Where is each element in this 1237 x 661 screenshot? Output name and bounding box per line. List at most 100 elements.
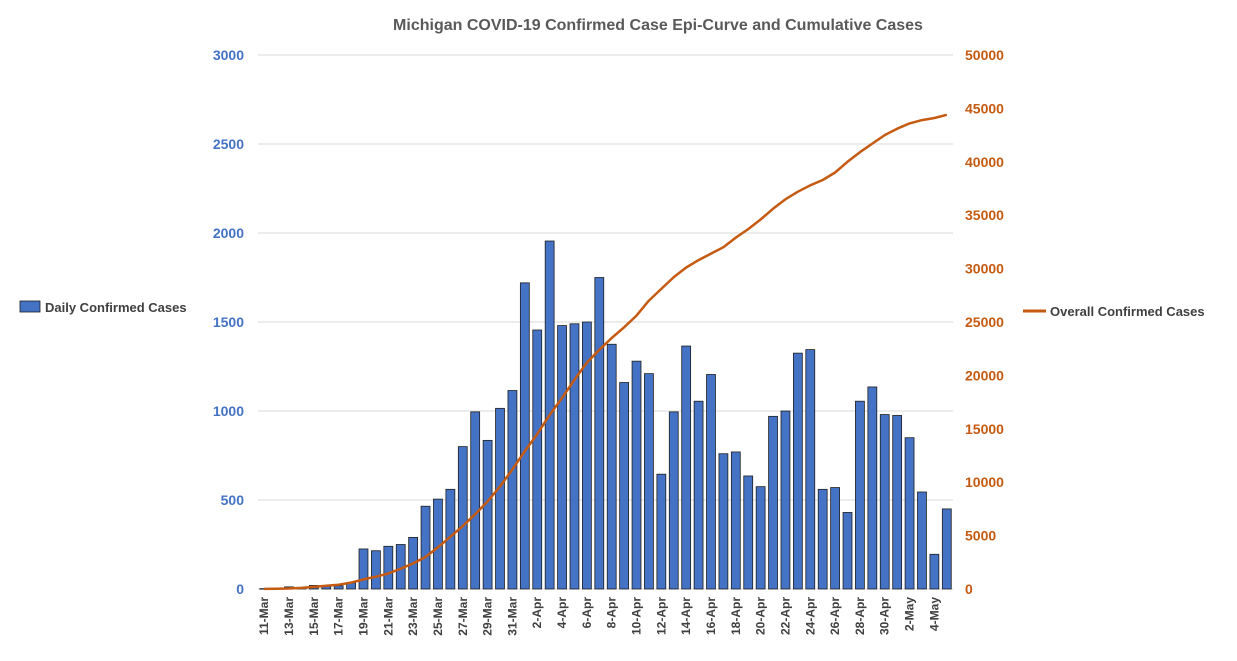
bar — [780, 410, 791, 590]
bar — [532, 329, 543, 590]
bar — [730, 451, 741, 590]
bar — [656, 473, 667, 590]
legend-swatch-bar — [19, 300, 41, 313]
x-tick-label: 6-Apr — [580, 597, 594, 629]
right-tick-label: 40000 — [965, 154, 1004, 170]
right-tick-label: 25000 — [965, 314, 1004, 330]
bar — [371, 550, 381, 590]
x-tick-label: 21-Mar — [381, 597, 395, 636]
bar — [358, 548, 369, 590]
x-tick-label: 16-Apr — [704, 597, 718, 635]
x-tick-label: 20-Apr — [754, 597, 768, 635]
bar — [830, 487, 840, 590]
x-tick-label: 23-Mar — [406, 597, 420, 636]
right-tick-label: 20000 — [965, 367, 1004, 383]
left-tick-label: 2500 — [213, 136, 244, 152]
x-tick-label: 2-May — [903, 597, 917, 631]
right-tick-label: 10000 — [965, 474, 1004, 490]
bar — [892, 415, 903, 590]
bar — [805, 349, 816, 590]
x-tick-label: 28-Apr — [853, 597, 867, 635]
right-tick-label: 35000 — [965, 207, 1004, 223]
bar — [420, 505, 431, 590]
chart-title: Michigan COVID-19 Confirmed Case Epi-Cur… — [393, 17, 923, 34]
bar — [668, 411, 679, 590]
legend-daily-cases: Daily Confirmed Cases — [19, 300, 187, 315]
bar — [867, 386, 878, 590]
bar — [619, 382, 629, 590]
right-tick-label: 15000 — [965, 421, 1004, 437]
x-tick-label: 18-Apr — [729, 597, 743, 635]
bar — [557, 325, 567, 590]
right-axis-ticks: 0 5000 10000 15000 20000 25000 30000 35000 40000… — [965, 47, 1004, 597]
right-tick-label: 45000 — [965, 100, 1004, 116]
x-tick-label: 24-Apr — [803, 597, 817, 635]
gridlines — [258, 54, 953, 590]
x-tick-label: 2-Apr — [530, 597, 544, 629]
bar — [594, 277, 605, 590]
x-tick-label: 4-Apr — [555, 597, 569, 629]
legend-label-daily-cases: Daily Confirmed Cases — [45, 300, 187, 315]
bar — [879, 414, 890, 590]
x-tick-label: 8-Apr — [605, 597, 619, 629]
line-series — [264, 113, 948, 591]
left-tick-label: 0 — [236, 581, 244, 597]
x-tick-label: 11-Mar — [257, 597, 271, 635]
x-tick-label: 30-Apr — [878, 597, 892, 635]
bar — [457, 446, 468, 590]
bar — [743, 475, 754, 590]
right-tick-label: 0 — [965, 581, 973, 597]
legend-overall-cases: Overall Confirmed Cases — [1023, 304, 1205, 319]
right-tick-label: 30000 — [965, 261, 1004, 277]
bar — [718, 453, 729, 590]
x-tick-label: 15-Mar — [307, 597, 321, 636]
bar — [842, 512, 853, 590]
bar — [482, 439, 493, 590]
left-tick-label: 2000 — [213, 225, 244, 241]
bar — [904, 437, 915, 590]
bar — [929, 553, 940, 590]
bar — [817, 488, 828, 590]
bar — [470, 411, 481, 590]
x-tick-label: 14-Apr — [679, 597, 693, 635]
bar — [792, 352, 803, 590]
x-tick-label: 13-Mar — [282, 597, 296, 636]
bar — [606, 343, 617, 590]
left-tick-label: 1000 — [213, 403, 244, 419]
bar — [693, 400, 704, 590]
bar — [569, 323, 580, 590]
right-tick-label: 50000 — [965, 47, 1004, 63]
bar — [582, 321, 592, 590]
x-tick-label: 29-Mar — [481, 597, 495, 636]
x-tick-label: 27-Mar — [456, 597, 470, 636]
bar — [644, 373, 654, 590]
x-tick-label: 26-Apr — [828, 597, 842, 635]
bar — [917, 491, 927, 590]
x-tick-label: 10-Apr — [630, 597, 644, 635]
left-axis-ticks: 0 500 1000 1500 2000 2500 3000 — [213, 47, 244, 597]
right-tick-label: 5000 — [965, 528, 996, 544]
bar — [507, 390, 518, 590]
bar — [333, 585, 344, 590]
bar — [755, 486, 766, 590]
x-tick-label: 17-Mar — [332, 597, 346, 636]
x-tick-label: 19-Mar — [356, 597, 370, 636]
x-tick-label: 12-Apr — [654, 597, 668, 635]
x-tick-label: 22-Apr — [778, 597, 792, 635]
bar — [941, 508, 952, 590]
bar — [495, 407, 505, 590]
bar-series — [259, 240, 952, 590]
bar — [519, 282, 530, 590]
bar — [855, 400, 865, 590]
x-axis-ticks: 11-Mar 13-Mar 15-Mar 17-Mar 19-Mar 21-Mar 23-M… — [257, 597, 941, 636]
bar — [681, 345, 692, 590]
x-tick-label: 4-May — [927, 597, 941, 631]
bar — [768, 415, 778, 590]
cumulative-line — [264, 113, 948, 591]
bar — [706, 374, 716, 590]
bar — [631, 360, 642, 590]
x-tick-label: 25-Mar — [431, 597, 445, 636]
bar — [383, 545, 394, 590]
left-tick-label: 500 — [221, 492, 245, 508]
